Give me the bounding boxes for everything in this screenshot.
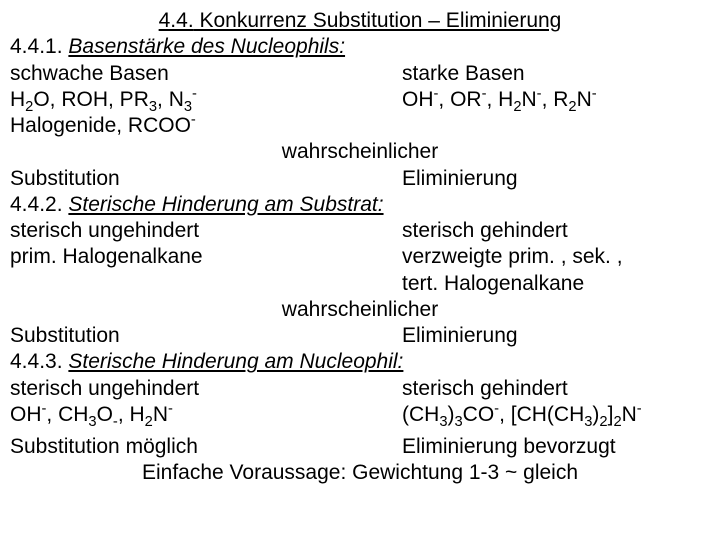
main-title: 4.4. Konkurrenz Substitution – Eliminier… — [10, 8, 710, 34]
s1-center-label: wahrscheinlicher — [10, 139, 710, 165]
s1-right-header: starke Basen — [402, 61, 710, 87]
s1-text: Basenstärke des Nucleophils: — [68, 35, 345, 58]
s1-row-headers: schwache Basen starke Basen — [10, 61, 710, 87]
s3-out-sub: Substitution möglich — [10, 434, 402, 460]
s2-text: Sterische Hinderung am Substrat: — [68, 193, 383, 216]
s3-left-ex: OH-, CH3O-, H2N- — [10, 402, 402, 428]
s2-right-header: sterisch gehindert — [402, 218, 710, 244]
s2-num: 4.4.2. — [10, 193, 63, 216]
section-1-heading: 4.4.1. Basenstärke des Nucleophils: — [10, 34, 710, 60]
s1-left-ex1: H2O, ROH, PR3, N3- — [10, 87, 402, 113]
s1-right-ex1: OH-, OR-, H2N-, R2N- — [402, 87, 710, 113]
title-number: 4.4. — [159, 9, 194, 32]
s3-num: 4.4.3. — [10, 350, 63, 373]
title-text: Konkurrenz Substitution – Eliminierung — [200, 9, 562, 32]
s3-right-ex: (CH3)3CO-, [CH(CH3)2]2N- — [402, 402, 710, 428]
s2-out-sub: Substitution — [10, 323, 402, 349]
s1-row-examples: H2O, ROH, PR3, N3- OH-, OR-, H2N-, R2N- — [10, 87, 710, 113]
s2-right-ex1: verzweigte prim. , sek. , — [402, 244, 710, 270]
section-2-heading: 4.4.2. Sterische Hinderung am Substrat: — [10, 192, 710, 218]
s2-out-elim: Eliminierung — [402, 323, 710, 349]
s2-outcome: Substitution Eliminierung — [10, 323, 710, 349]
s2-right-ex2: tert. Halogenalkane — [402, 271, 710, 297]
s1-num: 4.4.1. — [10, 35, 63, 58]
s1-left-ex2: Halogenide, RCOO- — [10, 113, 710, 139]
s1-out-sub: Substitution — [10, 166, 402, 192]
s3-text: Sterische Hinderung am Nucleophil: — [68, 350, 403, 373]
s1-out-elim: Eliminierung — [402, 166, 710, 192]
s1-left-header: schwache Basen — [10, 61, 402, 87]
s2-center-label: wahrscheinlicher — [10, 297, 710, 323]
s1-outcome: Substitution Eliminierung — [10, 166, 710, 192]
s3-row-headers: sterisch ungehindert sterisch gehindert — [10, 376, 710, 402]
s2-row-headers: sterisch ungehindert sterisch gehindert — [10, 218, 710, 244]
s3-out-elim: Eliminierung bevorzugt — [402, 434, 710, 460]
s3-left-header: sterisch ungehindert — [10, 376, 402, 402]
s3-outcome: Substitution möglich Eliminierung bevorz… — [10, 434, 710, 460]
s2-row-ex2: tert. Halogenalkane — [10, 271, 710, 297]
footer-line: Einfache Voraussage: Gewichtung 1-3 ~ gl… — [10, 460, 710, 486]
s2-row-ex: prim. Halogenalkane verzweigte prim. , s… — [10, 244, 710, 270]
s2-left-ex: prim. Halogenalkane — [10, 244, 402, 270]
s2-left-header: sterisch ungehindert — [10, 218, 402, 244]
section-3-heading: 4.4.3. Sterische Hinderung am Nucleophil… — [10, 349, 710, 375]
s3-row-ex: OH-, CH3O-, H2N- (CH3)3CO-, [CH(CH3)2]2N… — [10, 402, 710, 428]
s3-right-header: sterisch gehindert — [402, 376, 710, 402]
